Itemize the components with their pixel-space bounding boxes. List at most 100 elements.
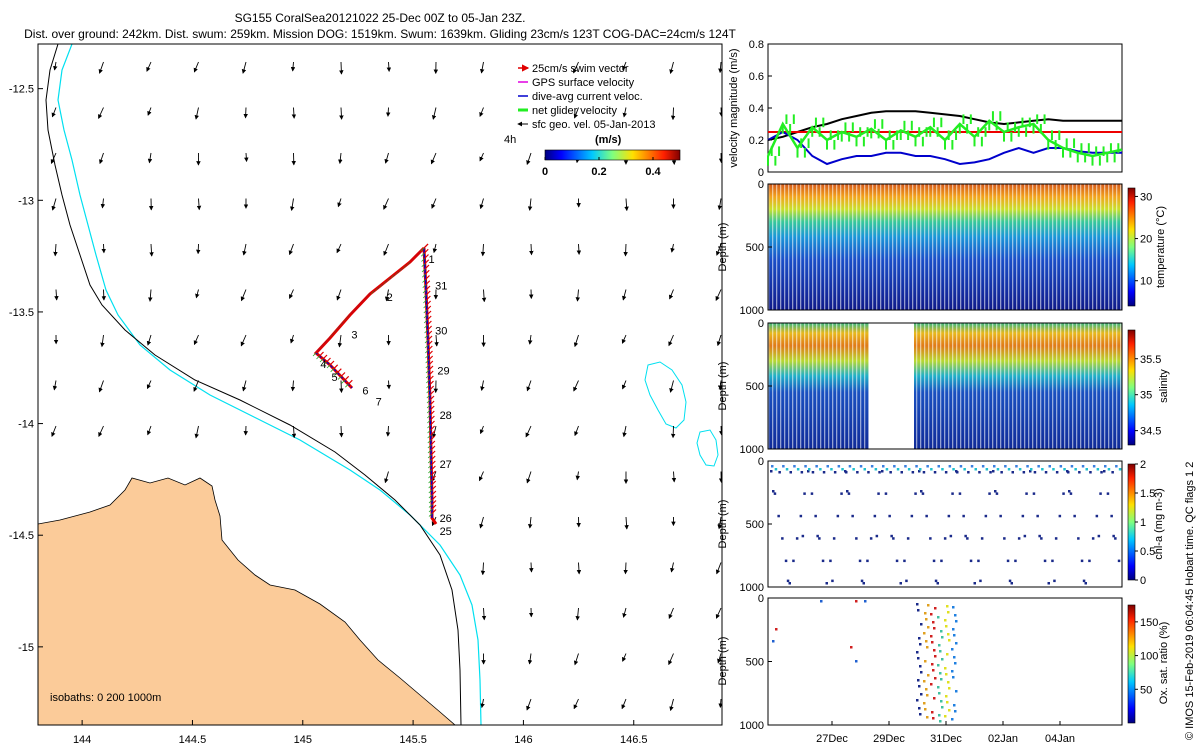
oxygen-sample: [938, 644, 941, 647]
velocity-arrow: [575, 289, 581, 302]
net-velocity-vector: [423, 314, 428, 319]
net-velocity-vector: [427, 429, 431, 434]
velocity-frame: [767, 43, 1123, 173]
chl-sample: [1054, 537, 1058, 540]
track-day-label: 27: [440, 459, 452, 471]
velocity-arrow: [242, 380, 247, 392]
chl-sample: [1017, 537, 1021, 540]
velocity-arrow: [383, 243, 389, 256]
chl-sample: [1006, 559, 1010, 563]
chl-sample: [941, 468, 944, 471]
velocity-arrow: [384, 152, 389, 164]
chl-sample: [967, 471, 970, 474]
oxygen-sample: [925, 618, 928, 621]
chl-sample: [873, 514, 877, 518]
chl-sample: [996, 468, 1000, 471]
velocity-arrow: [526, 380, 532, 392]
net-velocity-vector: [428, 508, 433, 513]
colorbar-tick-label: 0.5: [1140, 546, 1155, 558]
chl-sample: [1030, 468, 1033, 471]
oxygen-sample: [938, 692, 941, 695]
velocity-arrow: [98, 107, 104, 119]
chl-sample: [963, 468, 966, 471]
chl-sample: [1053, 579, 1056, 583]
swim-vector: [429, 415, 435, 421]
swim-vector: [416, 250, 422, 256]
swim-vector: [431, 470, 436, 476]
swim-vector: [385, 276, 391, 282]
velocity-arrow: [240, 334, 247, 347]
oxygen-sample: [955, 690, 958, 693]
chl-sample: [988, 492, 991, 495]
velocity-arrow: [573, 61, 579, 74]
track-day-label: 30: [435, 325, 447, 337]
salinity-data-gap: [869, 323, 914, 449]
velocity-arrow: [53, 243, 58, 257]
figure-subtitle: Dist. over ground: 242km. Dist. swum: 25…: [24, 27, 736, 41]
oxygen-sample: [947, 611, 950, 614]
colorbar-tick-label: 20: [1140, 234, 1152, 246]
swim-vector: [431, 495, 437, 501]
velocity-arrow: [575, 471, 581, 481]
chl-sample: [1092, 465, 1096, 468]
map-legend: 25cm/s swim vector GPS surface velocity …: [504, 63, 681, 178]
oxygen-sample: [953, 704, 956, 707]
net-velocity-vector: [427, 449, 432, 454]
depth-ytick-label: 0: [758, 456, 764, 468]
oxygen-sample: [933, 627, 936, 630]
swim-vector: [381, 279, 387, 285]
chl-sample: [840, 492, 843, 495]
colorbar-tick-label: 10: [1140, 276, 1152, 288]
time-x-axis: 27Dec 29Dec 31Dec 02Jan 04Jan: [816, 721, 1075, 745]
chl-sample: [875, 534, 879, 538]
swim-vectors: [312, 243, 437, 517]
chl-sample: [956, 471, 959, 474]
salinity-y-axis: 0 500 1000: [740, 318, 772, 456]
velocity-arrow: [385, 425, 391, 437]
velocity-arrow: [671, 471, 677, 483]
chl-sample: [810, 492, 814, 495]
oxygen-sample: [924, 708, 927, 711]
track-day-label: 7: [376, 397, 382, 409]
velocity-arrow: [290, 380, 296, 392]
swim-vector: [429, 380, 434, 386]
swim-vector: [429, 395, 435, 401]
velocity-arrow: [622, 653, 627, 662]
colorbar-ticks: 0 0.2 0.4: [542, 157, 662, 178]
oxygen-sample: [948, 639, 951, 642]
velocity-ylabel: velocity magnitude (m/s): [728, 48, 740, 167]
oxygen-ylabel: Depth (m): [717, 637, 729, 686]
depth-ytick-label: 500: [746, 657, 764, 669]
time-xtick-label: 29Dec: [873, 733, 905, 745]
swim-vector: [356, 303, 362, 309]
figure-title: SG155 CoralSea20121022 25-Dec 00Z to 05-…: [234, 11, 526, 25]
swim-vector: [424, 269, 430, 275]
chl-sample: [937, 465, 940, 468]
velocity-arrow: [622, 607, 627, 618]
chlorophyll-colorbar-label: chl-a (mg m-3): [1153, 488, 1165, 560]
reef-island: [696, 429, 719, 467]
chl-sample: [947, 514, 951, 518]
chl-sample: [1025, 492, 1028, 495]
oxygen-sample: [923, 632, 926, 635]
chl-sample: [994, 490, 997, 493]
salinity-colorbar: [1127, 329, 1136, 446]
velocity-arrow: [242, 243, 247, 256]
net-velocity-vector: [330, 368, 334, 373]
temperature-ylabel: Depth (m): [717, 223, 729, 272]
colorbar-tick-label: 34.5: [1140, 426, 1161, 438]
chl-sample: [772, 490, 775, 493]
oxygen-sample: [927, 604, 930, 607]
velocity-arrow: [431, 107, 437, 120]
chl-sample: [878, 471, 881, 474]
chl-sample: [970, 465, 974, 468]
swim-vector: [322, 354, 328, 360]
track-day-label: 4: [320, 359, 326, 371]
chl-sample: [1097, 534, 1101, 538]
chl-sample: [979, 579, 982, 583]
velocity-ytick-label: 0: [758, 167, 764, 179]
legend-label: 25cm/s swim vector: [532, 63, 629, 75]
temperature-colorbar-ticks: 10 20 30: [1135, 191, 1152, 288]
velocity-ytick-label: 0.2: [749, 135, 764, 147]
